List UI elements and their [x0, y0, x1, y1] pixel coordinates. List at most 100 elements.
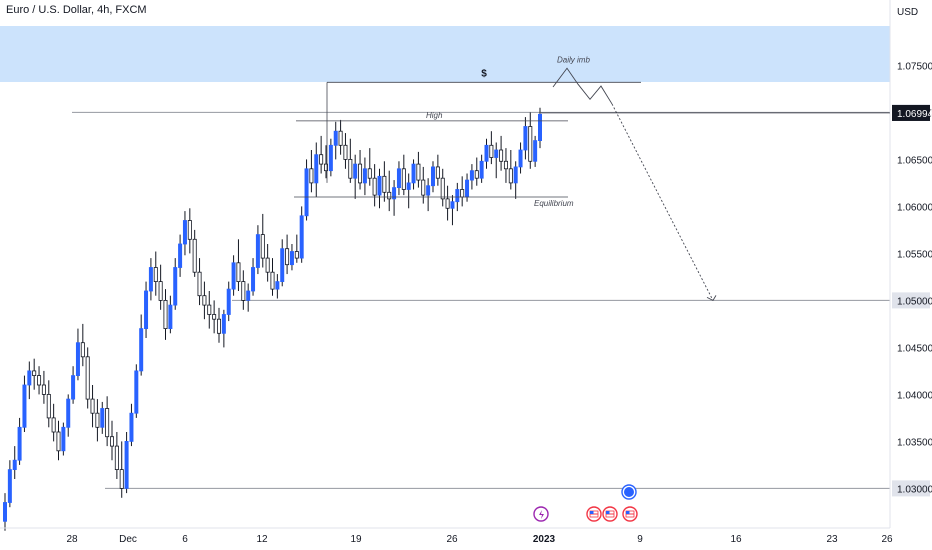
candle: [489, 131, 494, 165]
candle: [323, 145, 328, 179]
candle: [163, 289, 168, 340]
candle-body: [197, 271, 202, 297]
candle: [469, 164, 474, 190]
candle: [523, 117, 528, 160]
candle-body: [392, 187, 397, 200]
candle: [353, 154, 358, 199]
candle-body: [207, 304, 212, 315]
candle: [513, 161, 518, 199]
candle: [187, 208, 192, 254]
candle-body: [406, 182, 411, 190]
price-tick-label: 1.05500: [897, 249, 932, 260]
candle-body: [299, 215, 304, 259]
candle: [212, 300, 217, 334]
candle-body: [124, 440, 129, 489]
candle: [41, 370, 46, 404]
candle: [270, 258, 275, 296]
candle-body: [289, 251, 294, 266]
candle: [503, 148, 508, 183]
candle-body: [513, 166, 518, 184]
candle-body: [348, 158, 353, 179]
time-tick-label: 28: [66, 534, 78, 545]
candle: [396, 161, 401, 196]
candle: [192, 229, 197, 277]
candle-body: [46, 393, 51, 419]
us-flag-icon[interactable]: [622, 506, 638, 522]
projection-dotted-path: [611, 103, 714, 301]
currency-label: USD: [897, 7, 918, 18]
candle-body: [80, 342, 85, 358]
candle: [251, 258, 256, 296]
candle: [275, 274, 280, 299]
candle: [61, 422, 66, 456]
projection-zigzag: [552, 67, 613, 105]
current-price-tag[interactable]: [892, 104, 930, 121]
candle-body: [168, 304, 173, 330]
candle-body: [187, 220, 192, 240]
candle-body: [71, 375, 76, 400]
daily-imbalance-zone: [0, 26, 890, 82]
candle-body: [265, 257, 270, 273]
price-tick-label: 1.05000: [897, 296, 932, 307]
candle: [85, 347, 90, 409]
candle-body: [538, 113, 543, 141]
candle-body: [27, 370, 32, 386]
time-tick-label: 12: [256, 534, 268, 545]
candle: [265, 244, 270, 282]
candle-body: [518, 149, 523, 168]
current-price-label: 1.06994: [897, 109, 932, 120]
candle: [479, 154, 484, 183]
candle: [314, 142, 319, 197]
candle: [508, 150, 513, 190]
time-tick-label: 23: [826, 534, 838, 545]
candle: [7, 460, 12, 508]
candle-body: [105, 408, 110, 438]
candle-body: [484, 144, 489, 162]
candle: [533, 135, 538, 167]
candle-body: [465, 179, 470, 198]
candle: [416, 151, 421, 188]
candle: [518, 142, 523, 174]
candle-body: [411, 163, 416, 184]
candle-body: [416, 163, 421, 181]
candle: [3, 493, 8, 531]
candle-body: [3, 502, 8, 522]
candle-body: [56, 431, 61, 452]
candle-body: [275, 281, 280, 290]
candle-body: [304, 168, 309, 217]
price-tick-label: 1.06000: [897, 202, 932, 213]
candle-body: [75, 342, 80, 377]
time-tick-label: 26: [446, 534, 458, 545]
candle-body: [129, 412, 134, 442]
candle-body: [163, 299, 168, 329]
candle: [100, 401, 105, 434]
candle-body: [119, 469, 124, 489]
lightning-icon[interactable]: [533, 506, 549, 522]
projection-arrowhead: [706, 295, 717, 301]
candle-body: [144, 290, 149, 329]
candle: [382, 161, 387, 202]
candle: [46, 380, 51, 428]
candle: [197, 258, 202, 306]
candle-body: [523, 126, 528, 151]
candle-body: [51, 417, 56, 433]
candle-body: [231, 262, 236, 290]
candle-body: [450, 201, 455, 209]
candle-body: [396, 168, 401, 189]
candle-body: [430, 166, 435, 187]
us-flag-icon[interactable]: [602, 506, 618, 522]
candle: [333, 121, 338, 160]
candle: [221, 309, 226, 348]
candle: [387, 170, 392, 212]
candle-body: [474, 170, 479, 179]
candle-body: [280, 248, 285, 282]
us-flag-icon[interactable]: [586, 506, 602, 522]
earth-icon[interactable]: [621, 484, 637, 500]
candle: [27, 361, 32, 400]
time-tick-label: 19: [350, 534, 362, 545]
candle: [182, 211, 187, 256]
candle-body: [212, 314, 217, 320]
price-tick-label: 1.07500: [897, 61, 932, 72]
candle: [362, 157, 367, 196]
